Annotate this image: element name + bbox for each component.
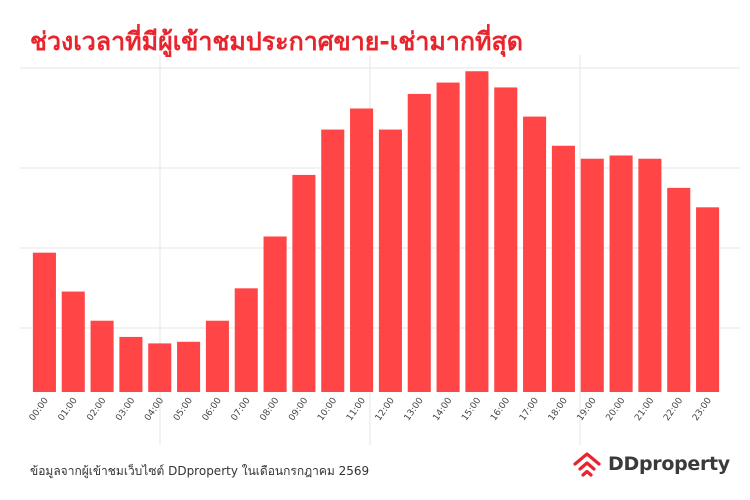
bar-1500 [465, 71, 489, 393]
x-tick-label: 16:00 [489, 396, 512, 423]
x-tick-label: 17:00 [518, 396, 541, 423]
brand-name: DDproperty [608, 453, 730, 475]
bar-0500 [177, 341, 201, 392]
x-tick-label: 00:00 [28, 396, 51, 423]
x-tick-label: 18:00 [547, 396, 570, 423]
bar-0000 [32, 252, 56, 392]
bar-1900 [580, 158, 604, 392]
bar-1400 [436, 82, 460, 392]
x-tick-label: 13:00 [403, 396, 426, 423]
x-tick-label: 02:00 [85, 396, 108, 423]
x-tick-label: 14:00 [431, 396, 454, 423]
bar-1600 [494, 87, 518, 392]
bar-series [32, 71, 720, 393]
bar-0300 [119, 336, 143, 392]
bar-0400 [148, 343, 172, 392]
x-tick-label: 05:00 [172, 396, 195, 423]
source-footnote: ข้อมูลจากผู้เข้าชมเว็บไซต์ DDproperty ใน… [30, 464, 370, 478]
bar-1200 [378, 129, 402, 392]
bar-0100 [61, 291, 85, 392]
x-tick-label: 22:00 [662, 396, 685, 423]
x-tick-label: 19:00 [576, 396, 599, 423]
x-tick-label: 06:00 [201, 396, 224, 423]
bar-0700 [234, 288, 258, 392]
x-tick-label: 20:00 [604, 396, 627, 423]
ddproperty-roof-logo-icon [573, 452, 601, 477]
x-tick-label: 12:00 [374, 396, 397, 423]
bar-1700 [523, 116, 547, 392]
bar-0800 [263, 236, 287, 392]
x-tick-label: 08:00 [258, 396, 281, 423]
x-tick-label: 11:00 [345, 396, 368, 423]
x-tick-label: 01:00 [57, 396, 80, 423]
bar-0900 [292, 174, 316, 392]
x-tick-label: 03:00 [114, 396, 137, 423]
bar-2300 [696, 207, 720, 392]
x-axis-tick-labels: 00:00 01:00 02:00 03:00 04:00 05:00 06:00 07:00… [28, 396, 714, 423]
bar-0200 [90, 320, 114, 392]
bar-1100 [350, 108, 374, 392]
x-tick-label: 23:00 [691, 396, 714, 423]
x-tick-label: 10:00 [316, 396, 339, 423]
bar-0600 [205, 320, 229, 392]
x-tick-label: 21:00 [633, 396, 656, 423]
x-tick-label: 15:00 [460, 396, 483, 423]
ddproperty-logo: DDproperty [572, 450, 730, 478]
bar-2000 [609, 155, 633, 392]
x-tick-label: 04:00 [143, 396, 166, 423]
page-title: ช่วงเวลาที่มีผู้เข้าชมประกาศขาย-เช่ามากท… [30, 27, 523, 56]
bar-1000 [321, 129, 345, 392]
bar-1800 [551, 145, 575, 392]
x-tick-label: 07:00 [230, 396, 253, 423]
x-tick-label: 09:00 [287, 396, 310, 423]
bar-2200 [667, 187, 691, 392]
bar-1300 [407, 93, 431, 393]
bar-2100 [638, 158, 662, 392]
